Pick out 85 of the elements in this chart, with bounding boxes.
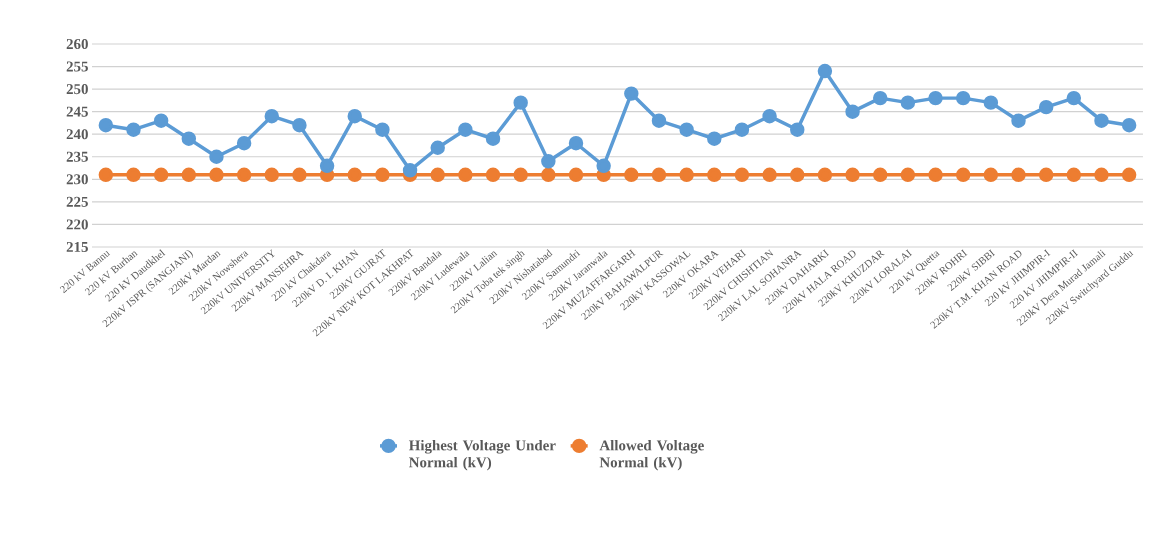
point — [983, 167, 999, 183]
point — [236, 167, 252, 183]
y-tick-label: 225 — [66, 196, 88, 207]
point — [762, 167, 777, 183]
point — [790, 122, 805, 137]
point — [955, 167, 971, 183]
point — [264, 108, 280, 124]
point — [430, 167, 445, 183]
point — [679, 122, 694, 137]
y-tick-label: 215 — [66, 241, 88, 252]
y-tick-label: 240 — [66, 129, 88, 140]
point — [1038, 99, 1054, 115]
y-tick-label: 230 — [66, 174, 88, 185]
point — [734, 167, 750, 183]
point — [817, 167, 833, 183]
point — [1038, 167, 1054, 183]
point — [126, 122, 141, 137]
point — [1066, 90, 1082, 106]
point — [928, 167, 943, 183]
point — [872, 90, 888, 106]
y-tick-label: 220 — [66, 219, 88, 230]
point — [872, 167, 888, 183]
point — [900, 95, 916, 110]
point — [319, 158, 335, 174]
point — [347, 108, 362, 124]
point — [1066, 167, 1082, 183]
point — [153, 113, 169, 128]
y-tick-label: 245 — [66, 106, 88, 117]
point — [1094, 113, 1109, 128]
point — [541, 154, 556, 169]
point — [845, 104, 860, 119]
point — [734, 122, 750, 137]
point — [402, 163, 418, 178]
point — [181, 131, 197, 146]
point — [485, 131, 501, 146]
point — [1094, 167, 1109, 183]
point — [209, 149, 224, 164]
point — [292, 117, 307, 133]
point — [624, 167, 639, 183]
point — [651, 167, 667, 183]
point — [1011, 167, 1026, 183]
point — [1011, 113, 1026, 128]
point — [1121, 167, 1137, 183]
point — [790, 167, 805, 183]
point — [541, 167, 556, 183]
point — [513, 95, 528, 110]
point — [762, 108, 777, 124]
y-tick-label: 260 — [66, 38, 88, 50]
point — [596, 158, 611, 174]
point — [98, 117, 114, 133]
point — [126, 167, 141, 183]
point — [264, 167, 280, 183]
point — [98, 167, 114, 183]
legend-label: Highest Voltage Under Normal (kV) — [408, 439, 556, 471]
point — [707, 131, 722, 146]
point — [513, 167, 528, 183]
point — [181, 167, 197, 183]
y-tick-label: 235 — [66, 151, 88, 162]
point — [347, 167, 362, 183]
point — [817, 63, 833, 79]
point — [568, 167, 584, 183]
point — [458, 122, 473, 137]
point — [928, 90, 943, 106]
point — [983, 95, 999, 110]
point — [955, 90, 971, 106]
point — [375, 122, 390, 137]
point — [209, 167, 224, 183]
point — [624, 86, 639, 101]
point — [458, 167, 473, 183]
point — [845, 167, 860, 183]
point — [568, 136, 584, 151]
point — [153, 167, 169, 183]
point — [430, 140, 445, 155]
point — [900, 167, 916, 183]
y-tick-label: 250 — [66, 84, 88, 95]
y-tick-label: 255 — [66, 61, 88, 72]
point — [485, 167, 501, 183]
legend-label: Allowed Voltage Normal (kV) — [599, 439, 704, 471]
point — [1121, 117, 1137, 133]
point — [236, 136, 252, 151]
point — [292, 167, 307, 183]
point — [651, 113, 667, 128]
point — [707, 167, 722, 183]
point — [679, 167, 694, 183]
point — [375, 167, 390, 183]
